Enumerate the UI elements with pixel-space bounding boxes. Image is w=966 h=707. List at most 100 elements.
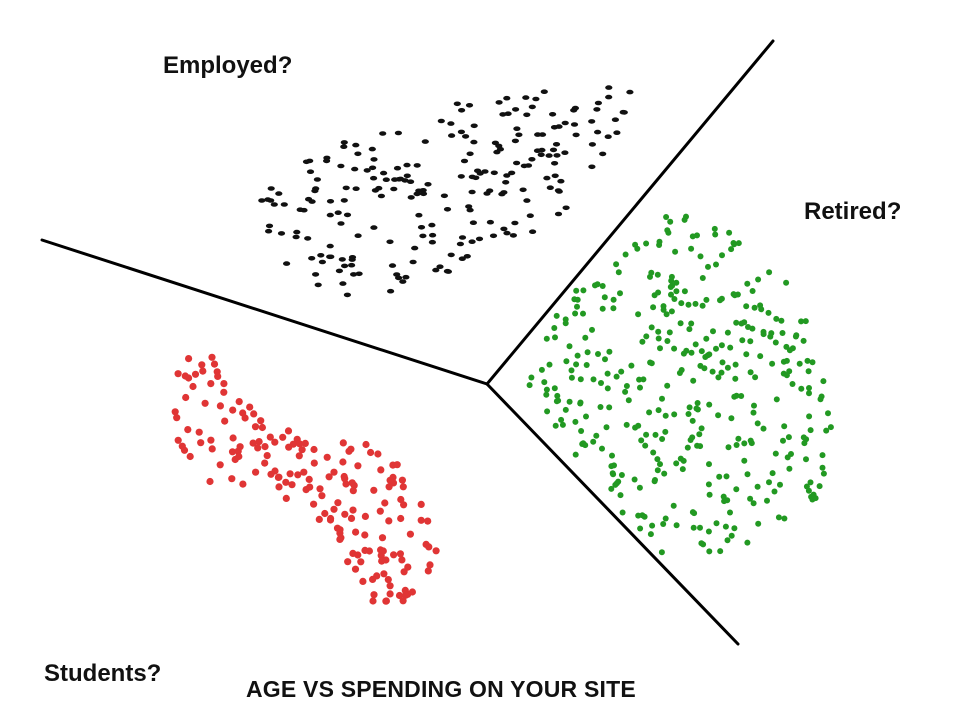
retired-point: [697, 443, 704, 450]
retired-point: [800, 337, 807, 344]
retired-point: [733, 392, 740, 399]
retired-point: [694, 400, 701, 406]
students-point: [330, 505, 338, 513]
employed-point: [354, 151, 362, 157]
students-point: [347, 514, 356, 523]
students-point: [321, 509, 329, 518]
employed-point: [468, 239, 476, 244]
retired-point: [610, 296, 617, 303]
retired-point: [678, 367, 685, 373]
boundary-line-bottom-right: [485, 382, 740, 646]
retired-point: [769, 360, 776, 367]
employed-point: [522, 95, 530, 100]
retired-point: [709, 368, 716, 375]
employed-point: [462, 134, 470, 139]
retired-point: [783, 372, 790, 379]
retired-point: [572, 451, 579, 458]
retired-point: [731, 292, 738, 299]
employed-point: [588, 164, 596, 170]
employed-point: [444, 269, 452, 274]
retired-point: [639, 338, 646, 345]
retired-point: [599, 283, 606, 289]
employed-point: [323, 158, 331, 164]
retired-point: [662, 412, 669, 419]
students-point: [295, 452, 303, 460]
retired-point: [772, 450, 779, 457]
employed-point: [363, 168, 371, 173]
students-point: [282, 478, 290, 486]
retired-point: [654, 456, 661, 463]
retired-point: [638, 437, 645, 444]
employed-point: [317, 253, 325, 258]
students-point: [422, 540, 430, 549]
retired-point: [723, 473, 730, 480]
employed-point: [283, 261, 291, 266]
retired-point: [780, 358, 787, 365]
students-point: [274, 473, 282, 481]
retired-point: [643, 431, 650, 438]
retired-point: [663, 214, 670, 220]
retired-point: [720, 493, 727, 500]
retired-point: [608, 485, 615, 492]
boundary-lines: [40, 39, 775, 646]
employed-point: [508, 170, 516, 176]
employed-point: [395, 275, 403, 281]
employed-point: [463, 253, 471, 259]
students-point: [397, 514, 405, 523]
retired-point: [574, 352, 581, 359]
employed-point: [369, 165, 377, 171]
employed-point: [448, 133, 456, 138]
retired-point: [652, 477, 658, 483]
retired-point: [706, 548, 713, 555]
retired-point: [705, 263, 711, 270]
employed-point: [308, 255, 316, 261]
employed-point: [312, 272, 320, 277]
retired-point: [800, 434, 807, 441]
employed-point: [348, 257, 356, 262]
retired-point: [781, 423, 788, 430]
employed-point: [327, 254, 335, 260]
employed-point: [470, 123, 478, 129]
retired-point: [636, 376, 643, 383]
students-point: [214, 372, 222, 380]
employed-point: [593, 107, 601, 112]
retired-point: [632, 241, 639, 248]
employed-point: [308, 199, 316, 204]
retired-point: [690, 377, 697, 384]
employed-point: [368, 146, 376, 152]
retired-point: [796, 360, 803, 367]
retired-point: [563, 358, 570, 365]
retired-point: [583, 413, 589, 420]
employed-point: [407, 195, 415, 200]
retired-point: [755, 520, 762, 527]
retired-point: [735, 240, 742, 247]
students-point: [377, 466, 385, 474]
retired-point: [582, 442, 589, 449]
retired-point: [725, 444, 732, 451]
retired-point: [685, 411, 692, 417]
retired-point: [772, 339, 779, 346]
retired-point: [613, 373, 620, 380]
retired-point: [589, 326, 595, 333]
employed-point: [523, 112, 531, 118]
retired-point: [689, 233, 696, 240]
students-point: [254, 444, 262, 452]
employed-point: [562, 205, 570, 211]
students-point: [402, 591, 410, 599]
students-point: [367, 448, 375, 457]
employed-point: [543, 175, 551, 181]
retired-label: Retired?: [804, 198, 902, 225]
retired-point: [816, 483, 823, 490]
students-point: [298, 446, 306, 454]
retired-point: [764, 497, 770, 504]
retired-point: [553, 312, 560, 319]
retired-point: [655, 328, 662, 335]
students-point: [385, 517, 393, 525]
retired-point: [771, 488, 778, 495]
employed-point: [402, 274, 410, 280]
retired-point: [804, 357, 811, 364]
retired-point: [573, 361, 580, 368]
students-point: [330, 468, 338, 476]
employed-point: [334, 210, 342, 215]
employed-point: [443, 207, 452, 212]
